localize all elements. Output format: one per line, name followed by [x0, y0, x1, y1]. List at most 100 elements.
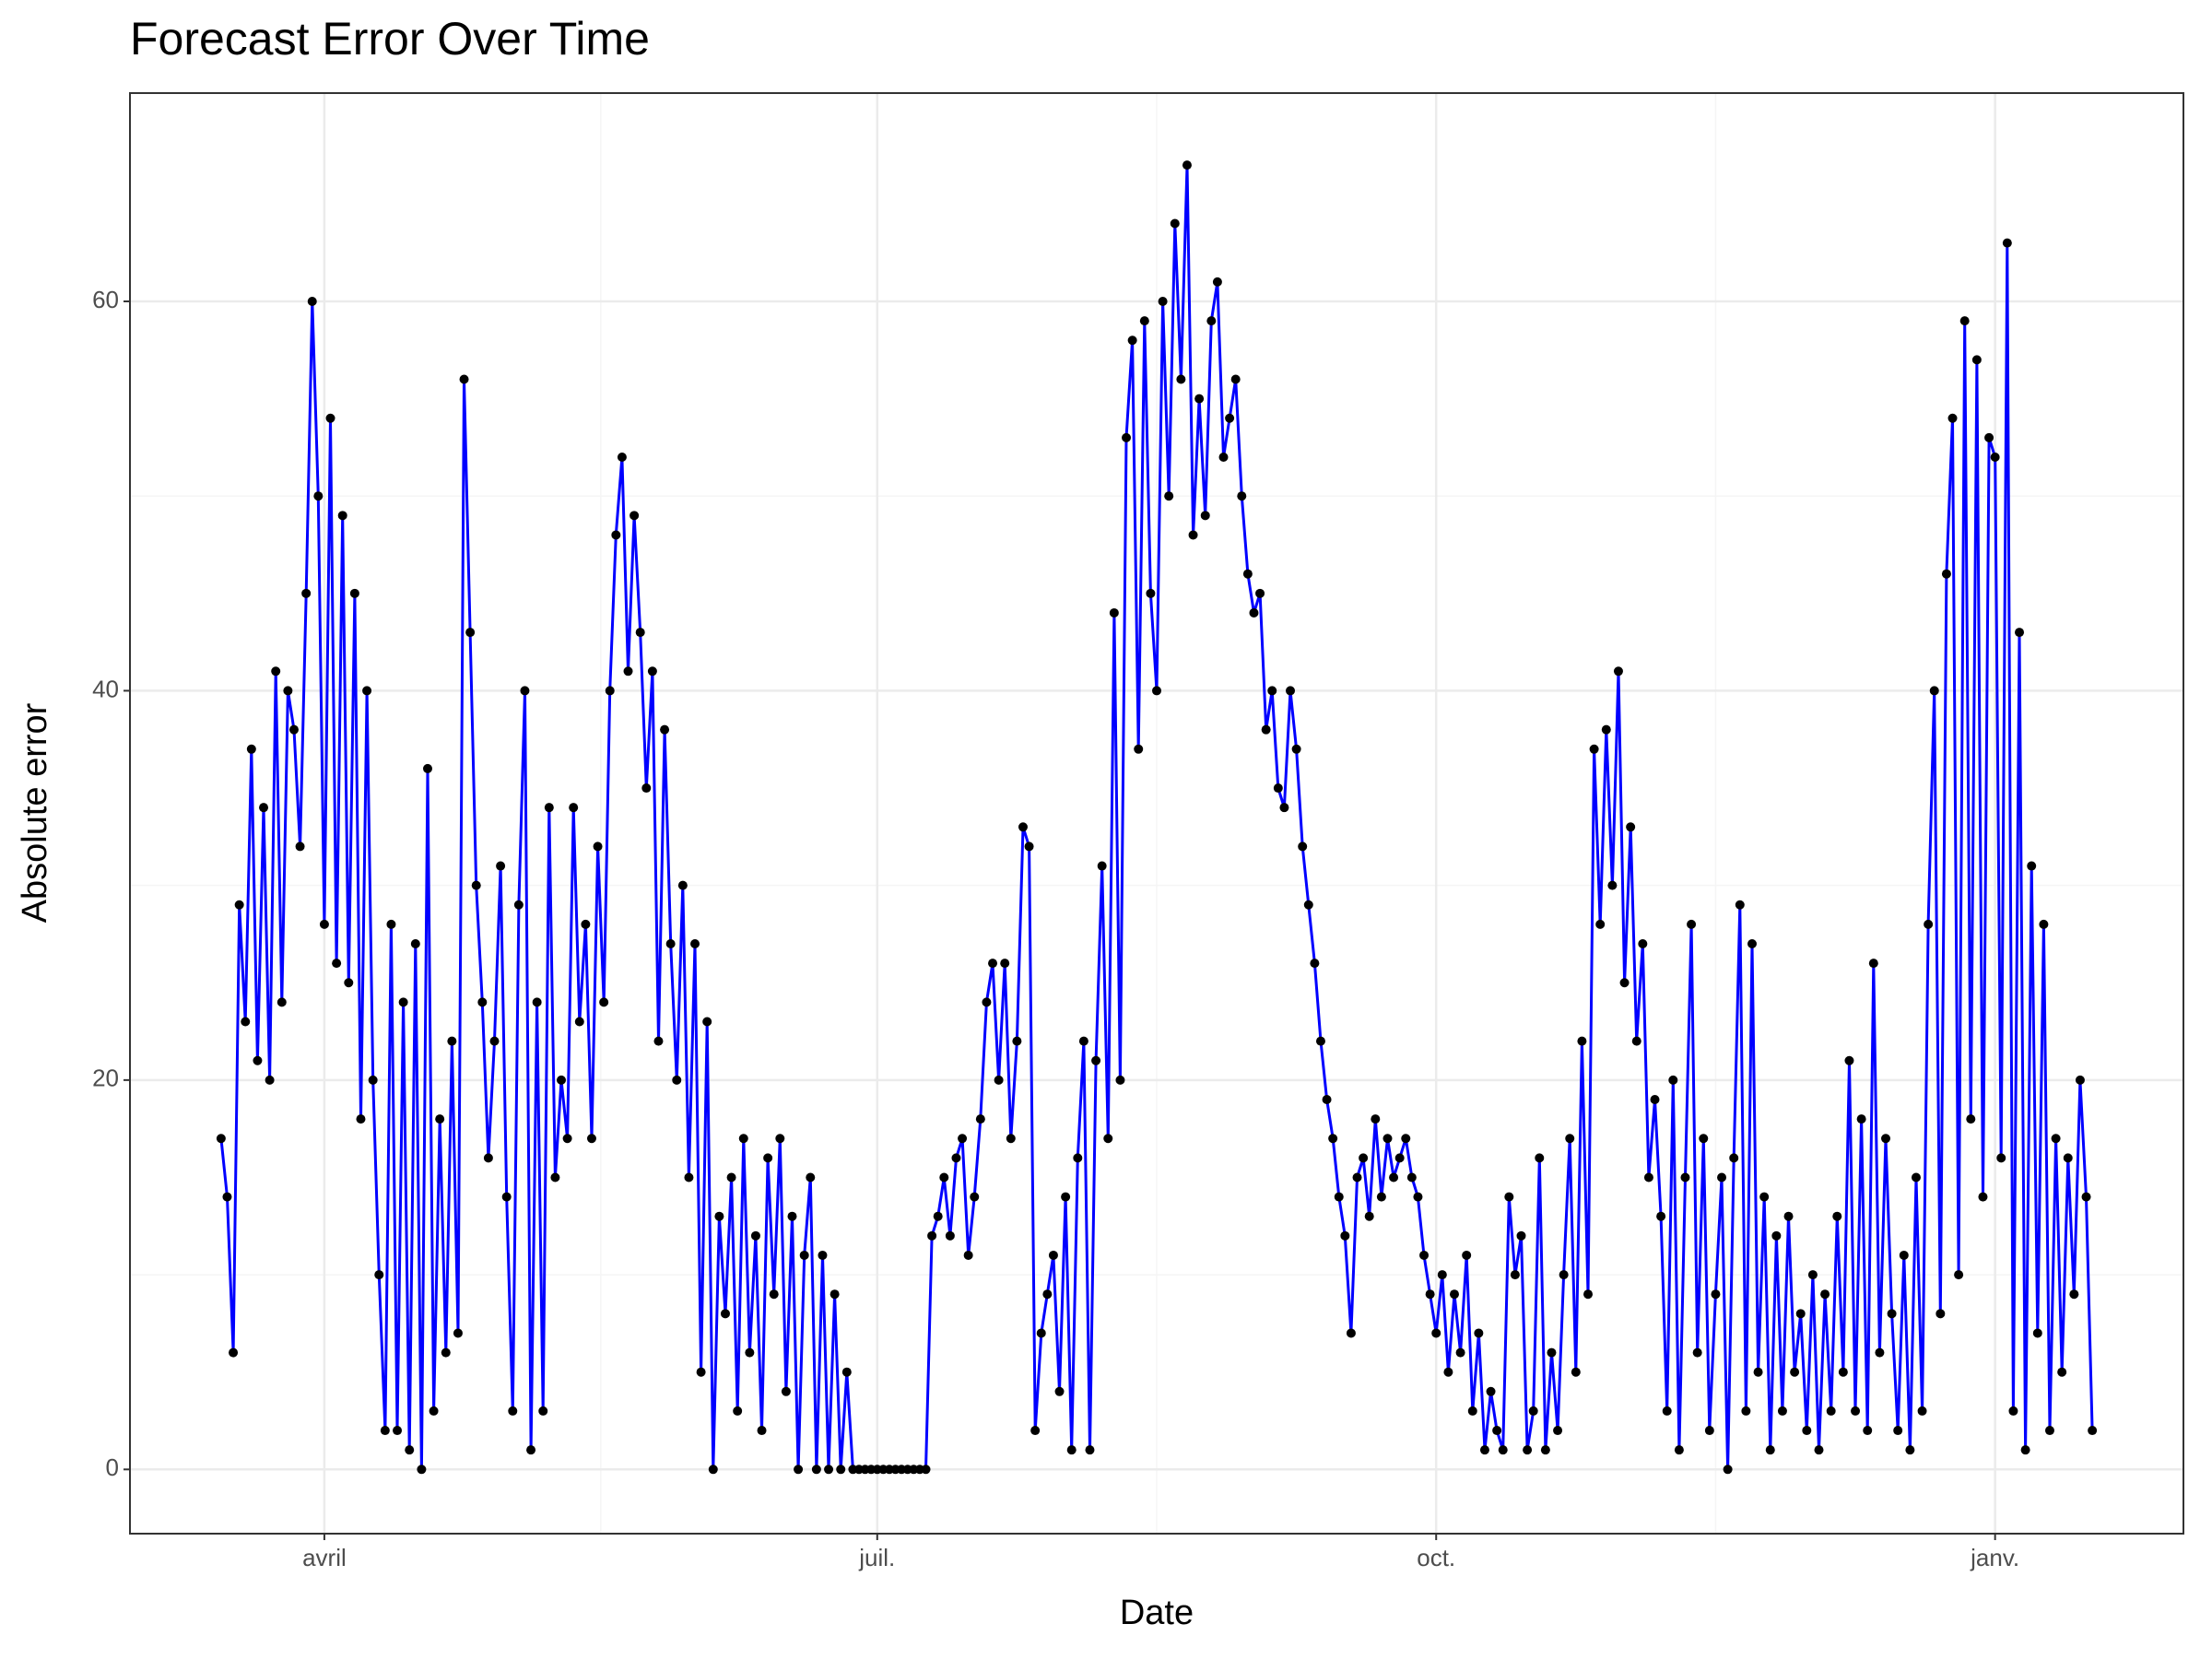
data-point: [1619, 978, 1630, 988]
data-point: [836, 1465, 846, 1475]
data-point: [672, 1075, 682, 1085]
data-point: [349, 588, 359, 598]
data-point: [417, 1465, 427, 1475]
data-point: [1322, 1094, 1332, 1104]
data-point: [1807, 1270, 1818, 1280]
data-point: [811, 1465, 821, 1475]
data-point: [441, 1347, 451, 1358]
data-point: [271, 666, 281, 677]
data-point: [1881, 1134, 1891, 1144]
data-point: [1924, 919, 1934, 929]
data-point: [660, 724, 670, 735]
y-tick-label: 40: [92, 675, 119, 702]
data-point: [1315, 1036, 1325, 1046]
data-point: [550, 1172, 560, 1182]
data-point: [738, 1134, 748, 1144]
data-point: [1583, 1289, 1594, 1300]
data-point: [1790, 1367, 1800, 1377]
data-point: [1711, 1289, 1721, 1300]
data-point: [1291, 744, 1301, 754]
data-point: [1261, 724, 1271, 735]
data-point: [1455, 1347, 1465, 1358]
data-point: [1559, 1270, 1569, 1280]
data-point: [763, 1153, 773, 1163]
data-point: [544, 803, 554, 813]
data-point: [684, 1172, 694, 1182]
data-point: [1066, 1445, 1077, 1455]
data-point: [970, 1192, 980, 1202]
data-point: [1589, 744, 1599, 754]
data-point: [1122, 432, 1132, 442]
data-point: [362, 686, 372, 696]
data-point: [1996, 1153, 2006, 1163]
data-point: [222, 1192, 232, 1202]
data-point: [1643, 1172, 1653, 1182]
data-point: [1941, 569, 1951, 579]
data-point: [1510, 1270, 1520, 1280]
data-point: [1000, 959, 1010, 969]
y-tick-label: 60: [92, 286, 119, 313]
data-point: [1346, 1328, 1356, 1338]
data-point: [1868, 959, 1878, 969]
data-point: [1018, 822, 1028, 832]
data-point: [2044, 1426, 2054, 1436]
data-point: [1182, 160, 1192, 171]
data-point: [1462, 1250, 1472, 1260]
data-point: [2020, 1445, 2030, 1455]
data-point: [2063, 1153, 2073, 1163]
data-point: [1012, 1036, 1022, 1046]
data-point: [1759, 1192, 1770, 1202]
data-point: [1437, 1270, 1447, 1280]
data-point: [1286, 686, 1296, 696]
data-point: [1947, 413, 1958, 423]
data-point: [1856, 1114, 1866, 1124]
data-point: [1225, 413, 1235, 423]
data-point: [1382, 1134, 1393, 1144]
data-point: [2075, 1075, 2085, 1085]
data-point: [1364, 1211, 1374, 1221]
data-point: [1237, 491, 1247, 501]
data-point: [921, 1465, 931, 1475]
data-point: [1048, 1250, 1058, 1260]
data-point: [283, 686, 293, 696]
data-point: [2051, 1134, 2061, 1144]
data-point: [508, 1406, 518, 1416]
data-point: [337, 511, 347, 521]
data-point: [586, 1134, 596, 1144]
data-point: [1528, 1406, 1538, 1416]
data-point: [1626, 822, 1636, 832]
data-point: [653, 1036, 664, 1046]
data-point: [1826, 1406, 1836, 1416]
data-point: [569, 803, 579, 813]
data-point: [288, 724, 299, 735]
data-point: [787, 1211, 797, 1221]
data-point: [1741, 1406, 1751, 1416]
data-point: [2088, 1426, 2098, 1436]
data-point: [769, 1289, 779, 1300]
data-point: [1170, 218, 1180, 229]
data-point: [1540, 1445, 1550, 1455]
y-tick-label: 20: [92, 1065, 119, 1092]
data-point: [1613, 666, 1623, 677]
data-point: [1717, 1172, 1727, 1182]
data-point: [1188, 530, 1198, 540]
data-point: [818, 1250, 828, 1260]
data-point: [557, 1075, 567, 1085]
data-point: [1279, 803, 1289, 813]
data-point: [429, 1406, 439, 1416]
data-point: [1504, 1192, 1514, 1202]
data-point: [1674, 1445, 1684, 1455]
data-point: [465, 628, 476, 638]
data-point: [1692, 1347, 1702, 1358]
data-point: [1662, 1406, 1672, 1416]
data-point: [702, 1017, 712, 1027]
data-point: [1832, 1211, 1842, 1221]
data-point: [641, 783, 652, 794]
data-point: [538, 1406, 548, 1416]
data-point: [781, 1386, 791, 1396]
data-point: [1917, 1406, 1927, 1416]
data-point: [1310, 959, 1320, 969]
data-point: [1735, 900, 1745, 910]
chart-title: Forecast Error Over Time: [130, 13, 650, 65]
data-point: [1206, 316, 1217, 326]
